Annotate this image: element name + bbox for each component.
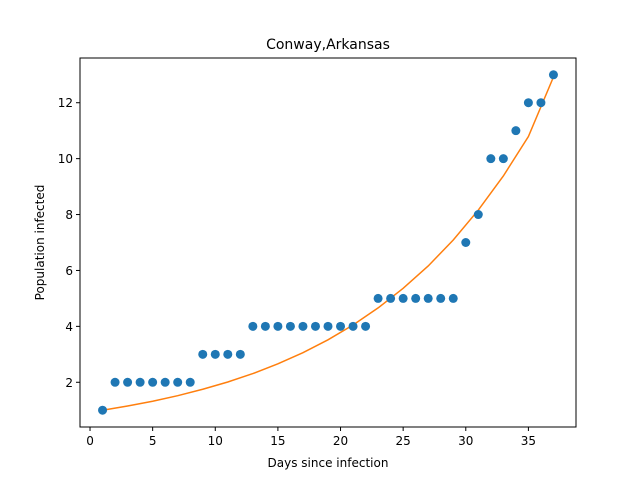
data-point: [386, 293, 396, 303]
y-tick-label: 6: [65, 264, 73, 278]
data-point: [310, 321, 320, 331]
data-point: [448, 293, 458, 303]
data-point: [198, 349, 208, 359]
data-point: [123, 377, 133, 387]
data-point: [285, 321, 295, 331]
data-point: [160, 377, 170, 387]
data-point: [423, 293, 433, 303]
data-point: [511, 126, 521, 136]
data-point: [523, 98, 533, 108]
x-tick-label: 15: [270, 434, 285, 448]
data-point: [461, 238, 471, 247]
data-point: [486, 154, 496, 164]
data-point: [148, 377, 158, 387]
x-tick-label: 35: [521, 434, 536, 448]
plot-frame: [79, 57, 577, 428]
y-tick-label: 2: [65, 376, 73, 390]
x-tick-label: 5: [149, 434, 157, 448]
data-point: [323, 321, 333, 331]
y-tick-label: 10: [58, 152, 73, 166]
x-tick-label: 25: [396, 434, 411, 448]
data-point: [223, 349, 233, 359]
data-point: [210, 349, 220, 359]
data-point: [411, 293, 421, 303]
data-point: [135, 377, 145, 387]
data-point: [373, 293, 383, 303]
x-tick-label: 10: [208, 434, 223, 448]
data-point: [235, 349, 245, 359]
data-point: [110, 377, 120, 387]
y-tick-label: 12: [58, 96, 73, 110]
y-tick-label: 8: [65, 208, 73, 222]
data-point: [185, 377, 195, 387]
fit-line: [102, 76, 555, 411]
data-point: [348, 321, 358, 331]
data-point: [173, 377, 183, 387]
x-tick-label: 20: [333, 434, 348, 448]
x-tick-label: 30: [458, 434, 473, 448]
data-point: [336, 321, 346, 331]
axes-layer: 0 5 10 15 20 25 30 35 2 4 6 8 10 12: [58, 96, 536, 448]
data-point: [298, 321, 308, 331]
data-point: [536, 98, 546, 108]
data-point: [498, 154, 508, 164]
data-point: [436, 293, 446, 303]
data-point: [98, 405, 108, 415]
data-point: [398, 293, 408, 303]
data-point: [260, 321, 270, 331]
x-tick-label: 0: [86, 434, 94, 448]
x-axis-label: Days since infection: [268, 456, 389, 470]
chart-title: Conway,Arkansas: [266, 37, 390, 53]
data-point: [248, 321, 258, 331]
y-axis-label: Population infected: [33, 185, 47, 301]
data-point: [473, 210, 483, 220]
data-point: [273, 321, 283, 331]
plot-layer: [98, 70, 558, 415]
y-tick-label: 4: [65, 320, 73, 334]
data-point: [548, 70, 558, 80]
data-point: [361, 321, 371, 331]
